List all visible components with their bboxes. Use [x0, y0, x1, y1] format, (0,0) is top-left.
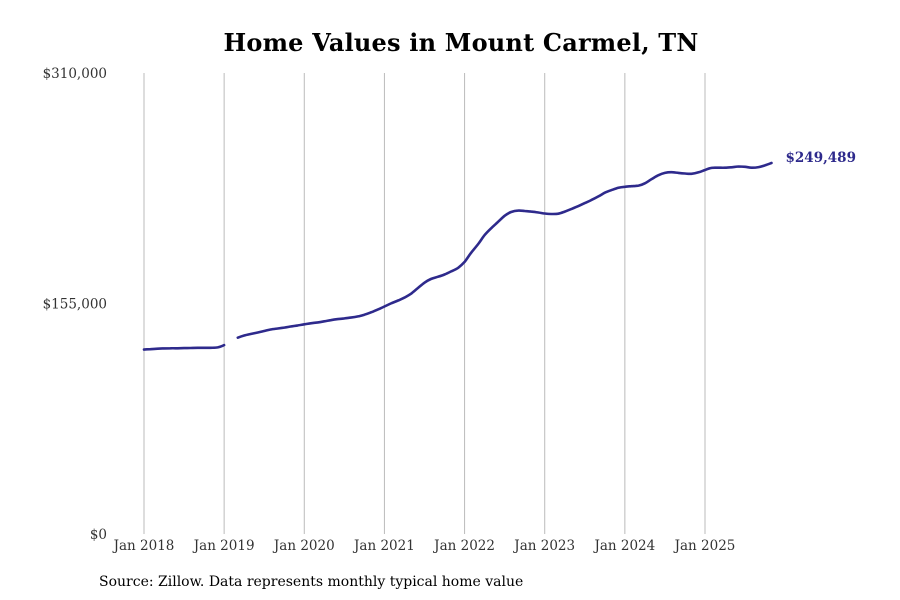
y-tick-label: $155,000 — [43, 297, 107, 313]
source-note: Source: Zillow. Data represents monthly … — [99, 574, 524, 590]
x-tick-label: Jan 2023 — [512, 538, 575, 554]
series-line-segment-0 — [142, 343, 226, 351]
x-tick-label: Jan 2019 — [192, 538, 255, 554]
gridlines — [143, 73, 706, 534]
y-tick-label: $0 — [90, 527, 107, 543]
x-tick-label: Jan 2021 — [352, 538, 415, 554]
y-tick-label: $310,000 — [43, 66, 107, 82]
x-tick-label: Jan 2025 — [673, 538, 736, 554]
x-tick-label: Jan 2024 — [592, 538, 655, 554]
series-line-layer — [142, 161, 773, 351]
y-axis-ticks: $0 $155,000 $310,000 — [43, 66, 107, 543]
x-tick-label: Jan 2018 — [112, 538, 175, 554]
end-value-label: $249,489 — [786, 150, 856, 166]
x-axis-ticks: Jan 2018 Jan 2019 Jan 2020 Jan 2021 Jan 2022… — [112, 538, 736, 554]
x-tick-label: Jan 2020 — [272, 538, 335, 554]
chart-title: Home Values in Mount Carmel, TN — [223, 28, 699, 57]
x-tick-label: Jan 2022 — [432, 538, 495, 554]
series-line-segment-1 — [236, 161, 773, 339]
end-label-layer: $249,489 — [786, 150, 856, 166]
